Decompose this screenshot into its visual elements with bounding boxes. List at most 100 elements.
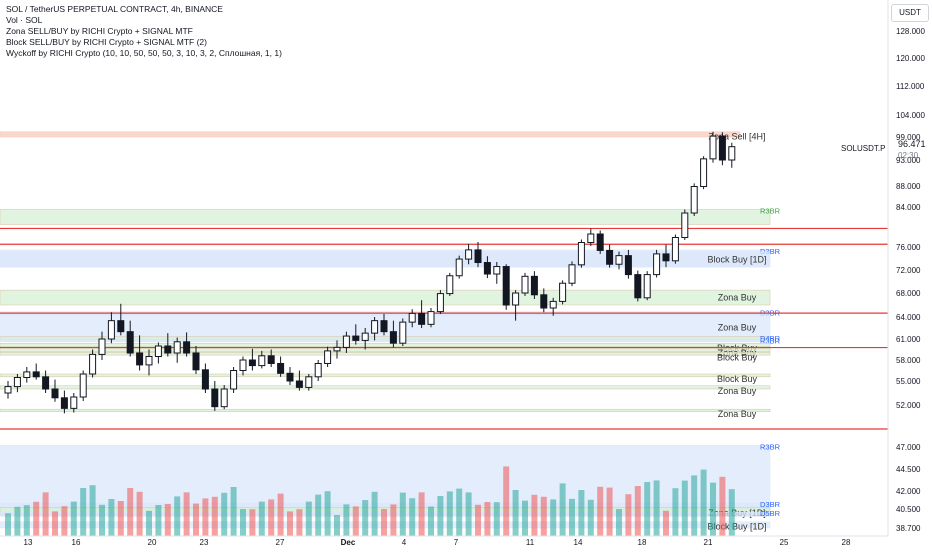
- candle-body: [427, 311, 435, 325]
- candle-body: [455, 258, 463, 277]
- candle-body: [671, 237, 679, 262]
- volume-bar: [559, 483, 566, 536]
- candle-body: [51, 388, 59, 399]
- zone-4: [0, 289, 771, 306]
- candle-body: [13, 377, 21, 388]
- candle-body: [183, 341, 191, 354]
- candle-body: [653, 253, 661, 276]
- volume-bar: [42, 492, 49, 536]
- current-price-box: 96.471 02:30: [898, 139, 926, 161]
- zone-10: [0, 347, 771, 352]
- candle-body: [211, 388, 219, 408]
- y-tick-label: 38.700: [896, 524, 921, 533]
- price-axis-panel: [888, 0, 932, 550]
- volume-bar: [719, 476, 726, 536]
- y-tick-label: 99.000: [896, 133, 921, 142]
- zone-1: [0, 209, 771, 225]
- candle-body: [615, 255, 623, 265]
- volume-bar: [503, 466, 510, 536]
- volume-bar: [334, 515, 340, 536]
- zone-label-11: Block Buy: [717, 352, 758, 362]
- y-tick-label: 58.000: [896, 356, 921, 365]
- volume-bar: [183, 492, 190, 536]
- candle-body: [23, 371, 31, 378]
- candle-body: [549, 300, 557, 309]
- volume-bar: [550, 499, 557, 536]
- y-tick-label: 112.000: [896, 82, 925, 91]
- x-tick-label: 7: [454, 538, 459, 547]
- candle-body: [107, 320, 115, 340]
- x-tick-label: 23: [200, 538, 209, 547]
- x-tick-label: 16: [72, 538, 81, 547]
- candle-body: [342, 335, 350, 348]
- volume-bar: [343, 504, 350, 536]
- candle-body: [239, 359, 247, 371]
- x-tick-label: 27: [276, 538, 285, 547]
- candle-body: [634, 274, 642, 299]
- currency-button[interactable]: USDT: [891, 4, 929, 22]
- y-tick-label: 44.500: [896, 465, 921, 474]
- volume-bar: [531, 494, 538, 536]
- y-tick-label: 52.000: [896, 401, 921, 410]
- volume-bar: [456, 488, 463, 536]
- volume-bar: [249, 509, 256, 536]
- candle-body: [446, 275, 454, 295]
- candle-body: [248, 359, 256, 367]
- candle-body: [662, 253, 670, 262]
- chart-title: SOL / TetherUS PERPETUAL CONTRACT, 4h, B…: [6, 4, 223, 14]
- volume-bar: [606, 487, 613, 536]
- candle-body: [267, 355, 275, 364]
- candle-body: [502, 266, 510, 306]
- indicator-vol[interactable]: Vol · SOL: [6, 15, 43, 25]
- volume-bar: [127, 488, 134, 536]
- candle-body: [728, 146, 736, 161]
- volume-bar: [587, 499, 594, 536]
- candle-body: [70, 396, 78, 409]
- volume-bar: [230, 487, 237, 536]
- y-tick-label: 93.000: [896, 156, 921, 165]
- candle-body: [700, 158, 708, 188]
- volume-bar: [240, 509, 246, 536]
- volume-bar: [578, 490, 585, 536]
- zone-3: [0, 251, 771, 268]
- volume-bar: [446, 491, 453, 536]
- candle-body: [230, 370, 238, 390]
- zone-14: [0, 408, 771, 412]
- candle-body: [314, 363, 322, 378]
- candle-body: [540, 294, 548, 309]
- volume-bar: [155, 505, 162, 536]
- volume-bar: [634, 486, 641, 536]
- candle-body: [465, 249, 473, 260]
- y-tick-label: 64.000: [896, 313, 921, 322]
- volume-bar: [315, 494, 322, 536]
- volume-bar: [61, 506, 68, 536]
- volume-bar: [268, 499, 275, 536]
- candle-body: [380, 320, 388, 333]
- volume-bar: [174, 496, 181, 536]
- volume-bar: [540, 496, 547, 536]
- candle-body: [89, 353, 97, 375]
- candle-body: [286, 372, 294, 382]
- candle-body: [154, 345, 162, 357]
- volume-bar: [653, 480, 660, 536]
- volume-bar: [324, 491, 331, 536]
- indicator-wyckoff[interactable]: Wyckoff by RICHI Crypto (10, 10, 50, 50,…: [6, 48, 282, 58]
- volume-bar: [399, 492, 406, 536]
- volume-bar: [136, 491, 143, 536]
- volume-bar: [52, 511, 58, 536]
- zone-8: [0, 339, 771, 343]
- volume-bar: [409, 498, 416, 536]
- zone-12: [0, 373, 771, 378]
- volume-bar: [672, 488, 679, 536]
- candle-body: [530, 275, 538, 296]
- indicator-zona[interactable]: Zona SELL/BUY by RICHI Crypto + SIGNAL M…: [6, 26, 193, 36]
- indicator-block[interactable]: Block SELL/BUY by RICHI Crypto + SIGNAL …: [6, 37, 207, 47]
- candle-body: [493, 266, 501, 275]
- zone-label-13: Zona Buy: [718, 386, 757, 396]
- candles-layer: [4, 131, 736, 414]
- volume-bar: [371, 491, 378, 536]
- volume-bar: [428, 506, 434, 536]
- candle-body: [577, 242, 585, 266]
